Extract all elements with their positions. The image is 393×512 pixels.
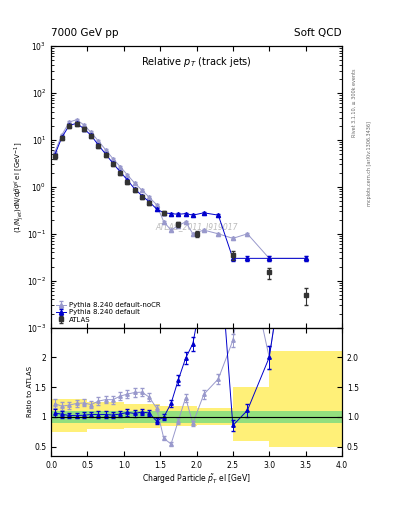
Text: Soft QCD: Soft QCD [294, 28, 342, 38]
Text: Rivet 3.1.10, ≥ 300k events: Rivet 3.1.10, ≥ 300k events [352, 68, 357, 137]
Text: ATLAS_2011_I919017: ATLAS_2011_I919017 [155, 222, 238, 231]
Legend: Pythia 8.240 default-noCR, Pythia 8.240 default, ATLAS: Pythia 8.240 default-noCR, Pythia 8.240 … [55, 301, 162, 324]
Text: 7000 GeV pp: 7000 GeV pp [51, 28, 119, 38]
Y-axis label: Ratio to ATLAS: Ratio to ATLAS [27, 366, 33, 417]
Text: mcplots.cern.ch [arXiv:1306.3436]: mcplots.cern.ch [arXiv:1306.3436] [367, 121, 373, 206]
X-axis label: Charged Particle $\tilde{p}_{T}$ el [GeV]: Charged Particle $\tilde{p}_{T}$ el [GeV… [142, 472, 251, 486]
Text: Relative $p_{T}$ (track jets): Relative $p_{T}$ (track jets) [141, 55, 252, 69]
Y-axis label: (1/N$_{jet}$)dN/d$\tilde{p}^{rel}_{T}$ el [GeV$^{-1}$]: (1/N$_{jet}$)dN/d$\tilde{p}^{rel}_{T}$ e… [12, 141, 26, 232]
